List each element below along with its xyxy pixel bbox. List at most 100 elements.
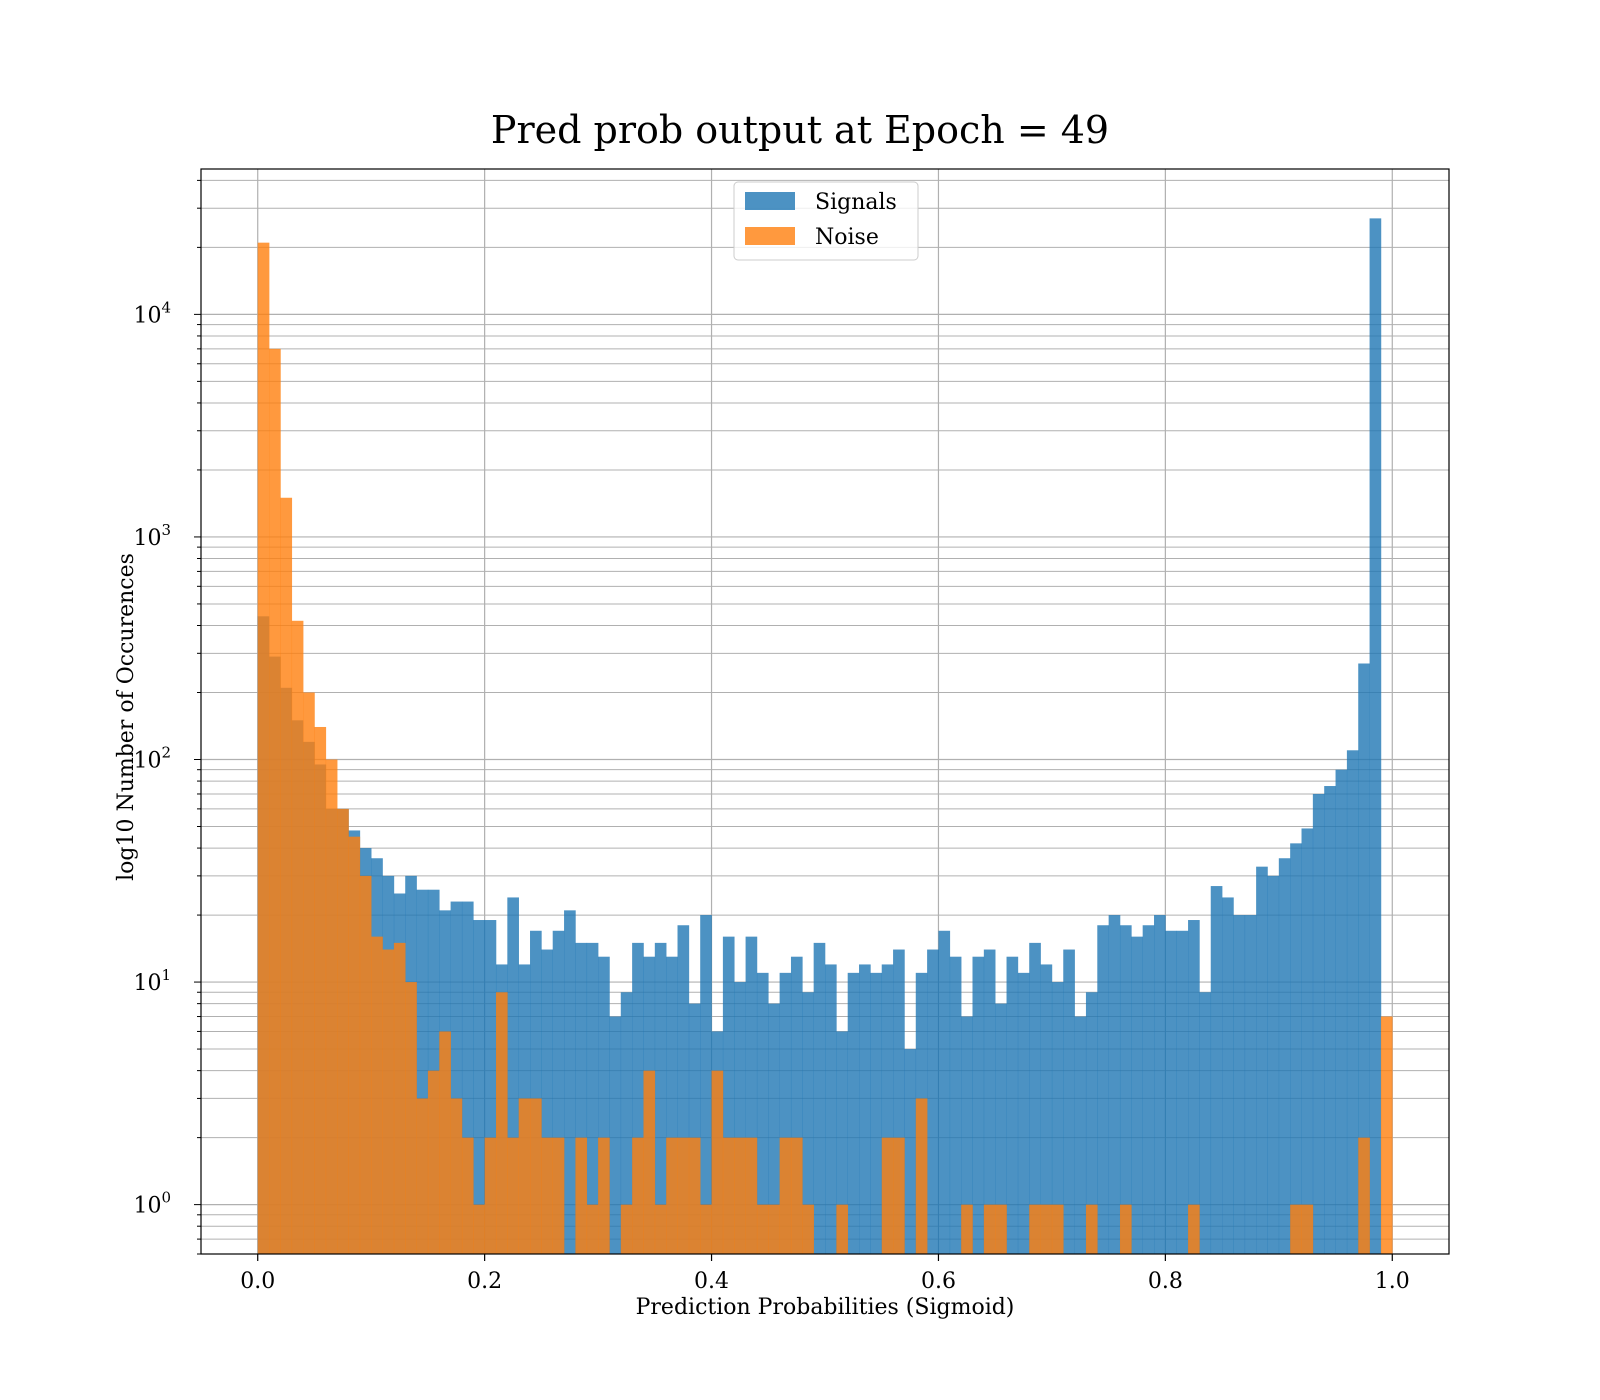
bar-noise bbox=[280, 497, 293, 1255]
bar-noise bbox=[586, 1204, 599, 1254]
bar-signals bbox=[530, 930, 542, 1254]
bar-signals bbox=[1312, 793, 1325, 1254]
bar-signals bbox=[949, 956, 962, 1254]
bar-noise bbox=[779, 1137, 792, 1254]
bar-signals bbox=[1301, 828, 1314, 1254]
bar-noise bbox=[348, 836, 361, 1254]
bar-signals bbox=[1063, 949, 1075, 1254]
bar-noise bbox=[269, 348, 281, 1255]
bar-noise bbox=[893, 1137, 905, 1254]
bar-noise bbox=[495, 992, 508, 1254]
bar-signals bbox=[1040, 964, 1053, 1254]
bar-noise bbox=[745, 1137, 758, 1254]
x-axis-label: Prediction Probabilities (Sigmoid) bbox=[636, 1295, 1015, 1320]
y-tick-label: 101 bbox=[133, 966, 171, 996]
bar-signals bbox=[1006, 956, 1019, 1254]
bar-noise bbox=[405, 982, 417, 1254]
histogram-bars bbox=[257, 218, 1393, 1255]
bar-signals bbox=[972, 956, 985, 1254]
bar-signals bbox=[1278, 858, 1291, 1254]
bar-signals bbox=[1029, 942, 1041, 1254]
bar-signals bbox=[598, 956, 610, 1254]
bar-signals bbox=[983, 949, 996, 1254]
bar-signals bbox=[666, 956, 678, 1254]
bar-signals bbox=[1222, 897, 1234, 1254]
plot-frame bbox=[200, 168, 1450, 1255]
bar-noise bbox=[552, 1137, 565, 1254]
bar-signals bbox=[1324, 786, 1336, 1254]
bar-signals bbox=[484, 920, 497, 1254]
y-axis-label: log10 Number of Occurences bbox=[114, 553, 139, 881]
bar-signals bbox=[1267, 875, 1280, 1254]
bar-noise bbox=[518, 1098, 531, 1254]
legend-swatch-noise bbox=[745, 227, 795, 245]
bar-noise bbox=[1301, 1204, 1314, 1254]
bar-signals bbox=[586, 942, 599, 1254]
bar-noise bbox=[836, 1204, 848, 1254]
bar-noise bbox=[1119, 1204, 1132, 1254]
bar-signals bbox=[1119, 925, 1132, 1254]
bar-signals bbox=[1142, 925, 1155, 1254]
bar-signals bbox=[609, 1016, 622, 1254]
bar-noise bbox=[722, 1137, 735, 1254]
bar-noise bbox=[303, 692, 315, 1254]
bar-signals bbox=[881, 964, 894, 1254]
bar-noise bbox=[473, 1204, 485, 1254]
bar-signals bbox=[1233, 915, 1246, 1254]
bar-noise bbox=[461, 1137, 474, 1254]
bar-signals bbox=[904, 1049, 917, 1254]
legend: Signals Noise bbox=[733, 181, 919, 261]
bar-signals bbox=[1358, 663, 1370, 1254]
bar-signals bbox=[1131, 936, 1143, 1254]
bar-noise bbox=[711, 1070, 724, 1254]
bar-signals bbox=[700, 915, 712, 1254]
bar-signals bbox=[893, 949, 905, 1254]
bar-noise bbox=[654, 1204, 667, 1254]
bar-signals bbox=[473, 920, 485, 1254]
bar-signals bbox=[507, 897, 519, 1254]
bar-noise bbox=[371, 936, 383, 1254]
bar-signals bbox=[1165, 930, 1178, 1254]
x-tick-label: 0.4 bbox=[694, 1269, 729, 1294]
bar-signals bbox=[1074, 1016, 1087, 1254]
bar-noise bbox=[768, 1204, 780, 1254]
bar-noise bbox=[1358, 1137, 1370, 1254]
series-noise bbox=[257, 242, 1393, 1255]
y-tick-label: 102 bbox=[133, 744, 171, 774]
y-tick-label: 104 bbox=[133, 298, 171, 328]
bar-noise bbox=[961, 1204, 973, 1254]
bar-noise bbox=[677, 1137, 690, 1254]
bar-noise bbox=[575, 1137, 588, 1254]
legend-swatch-signals bbox=[745, 192, 795, 210]
bar-signals bbox=[745, 936, 758, 1254]
bar-signals bbox=[575, 942, 588, 1254]
bar-signals bbox=[1097, 925, 1109, 1254]
bar-signals bbox=[1199, 992, 1212, 1254]
bar-noise bbox=[995, 1204, 1007, 1254]
bar-signals bbox=[461, 901, 474, 1254]
bar-signals bbox=[552, 930, 565, 1254]
bar-noise bbox=[325, 759, 338, 1254]
bar-noise bbox=[632, 1137, 644, 1254]
bar-noise bbox=[1188, 1204, 1200, 1254]
bar-signals bbox=[688, 1003, 701, 1254]
bar-noise bbox=[314, 726, 327, 1254]
legend-label-signals: Signals bbox=[815, 190, 897, 215]
bar-signals bbox=[1051, 982, 1064, 1254]
bar-signals bbox=[859, 964, 871, 1254]
bar-noise bbox=[450, 1098, 463, 1254]
bar-noise bbox=[1290, 1204, 1302, 1254]
bar-signals bbox=[722, 936, 735, 1254]
bar-noise bbox=[620, 1204, 633, 1254]
bar-signals bbox=[1335, 769, 1348, 1254]
bar-signals bbox=[1085, 992, 1098, 1254]
bar-signals bbox=[1188, 920, 1200, 1254]
bar-noise bbox=[1029, 1204, 1041, 1254]
x-tick-label: 1.0 bbox=[1375, 1269, 1410, 1294]
bar-signals bbox=[1176, 930, 1189, 1254]
x-tick-label: 0.2 bbox=[467, 1269, 502, 1294]
bar-signals bbox=[825, 964, 837, 1254]
bar-noise bbox=[802, 1204, 814, 1254]
bar-signals bbox=[756, 972, 769, 1254]
